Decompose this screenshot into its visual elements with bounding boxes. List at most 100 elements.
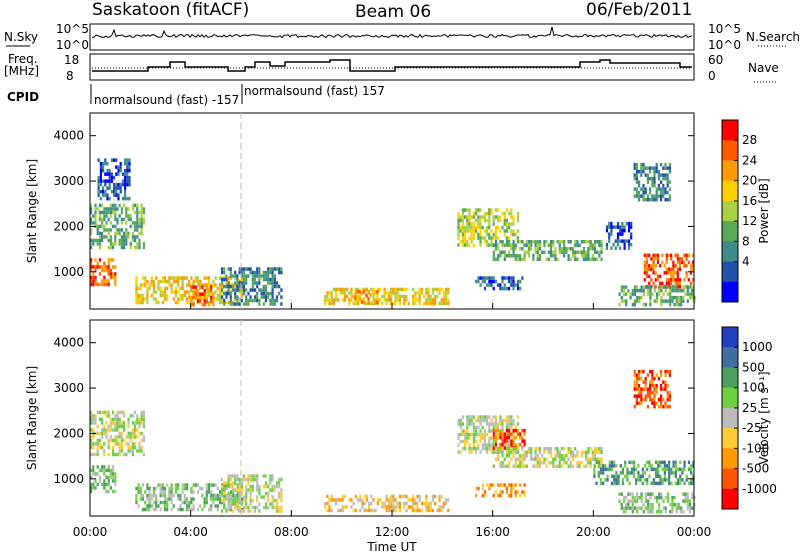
echo-cell <box>483 415 486 419</box>
echo-cell <box>536 454 539 458</box>
echo-cell <box>688 499 692 503</box>
echo-cell <box>618 492 621 496</box>
echo-cell <box>107 258 110 262</box>
echo-cell <box>486 450 489 454</box>
echo-cell <box>649 288 652 293</box>
echo-cell <box>657 183 660 188</box>
echo-cell <box>492 232 495 237</box>
echo-cell <box>631 499 634 503</box>
echo-cell <box>251 274 254 278</box>
echo-cell <box>649 495 652 500</box>
echo-cell <box>142 217 145 222</box>
echo-cell <box>127 417 130 422</box>
echo-cell <box>90 489 93 494</box>
echo-cell <box>148 504 151 508</box>
echo-cell <box>659 464 662 468</box>
echo-cell <box>653 390 656 395</box>
echo-cell <box>676 281 679 286</box>
echo-cell <box>567 457 570 461</box>
echo-cell <box>275 505 279 510</box>
echo-cell <box>232 490 235 494</box>
echo-cell <box>420 508 423 513</box>
echo-cell <box>128 182 131 187</box>
echo-cell <box>360 300 363 304</box>
echo-cell <box>655 509 659 514</box>
echo-cell <box>646 481 649 486</box>
echo-cell <box>138 442 141 446</box>
echo-cell <box>201 283 204 287</box>
echo-cell <box>370 501 373 506</box>
echo-cell <box>538 254 542 258</box>
echo-cell <box>673 285 676 289</box>
colorbar-tick-label: 20 <box>742 174 757 188</box>
echo-cell <box>183 497 186 501</box>
echo-cell <box>113 189 116 194</box>
echo-cell <box>589 243 592 247</box>
echo-cell <box>653 169 656 174</box>
echo-cell <box>668 404 671 409</box>
echo-cell <box>210 490 213 494</box>
echo-cell <box>108 175 111 180</box>
echo-cell <box>576 454 579 458</box>
echo-cell <box>188 295 191 300</box>
echo-cell <box>212 500 215 505</box>
echo-cell <box>126 182 129 187</box>
echo-cell <box>490 418 493 423</box>
echo-cell <box>667 281 671 286</box>
echo-cell <box>194 483 197 487</box>
echo-cell <box>98 242 101 246</box>
echo-cell <box>253 509 257 513</box>
echo-cell <box>326 494 329 499</box>
echo-cell <box>181 483 184 487</box>
echo-cell <box>505 240 509 244</box>
echo-cell <box>367 296 370 301</box>
y-tick-label: 3000 <box>53 381 84 395</box>
echo-cell <box>385 494 388 499</box>
echo-cell <box>640 166 643 170</box>
echo-cell <box>563 254 566 258</box>
echo-cell <box>663 471 666 475</box>
echo-cell <box>477 446 480 451</box>
echo-cell <box>103 431 106 436</box>
echo-cell <box>159 279 162 284</box>
echo-cell <box>668 169 671 174</box>
echo-cell <box>135 300 138 305</box>
echo-cell <box>492 222 495 226</box>
echo-cell <box>118 424 121 429</box>
colorbar-tick-label: -500 <box>742 462 769 476</box>
echo-cell <box>138 417 141 422</box>
echo-cell <box>148 493 151 498</box>
echo-cell <box>563 250 566 254</box>
echo-cell <box>688 506 692 510</box>
echo-cell <box>269 270 272 275</box>
echo-cell <box>554 464 557 468</box>
echo-cell <box>109 468 112 473</box>
echo-cell <box>510 415 513 419</box>
echo-cell <box>105 210 108 215</box>
echo-cell <box>201 302 204 307</box>
echo-cell <box>635 194 638 198</box>
echo-cell <box>124 158 127 162</box>
echo-cell <box>660 194 663 198</box>
echo-cell <box>271 502 274 506</box>
echo-cell <box>488 236 491 240</box>
echo-cell <box>218 276 222 280</box>
echo-cell <box>499 435 502 440</box>
echo-cell <box>508 279 511 284</box>
echo-cell <box>503 283 506 287</box>
echo-cell <box>642 162 645 167</box>
echo-cell <box>96 465 99 469</box>
echo-cell <box>123 428 126 432</box>
echo-cell <box>166 286 169 291</box>
colorbar-tick-label: -1000 <box>742 482 777 496</box>
echo-cell <box>131 231 134 236</box>
echo-cell <box>114 435 117 439</box>
echo-cell <box>98 438 101 443</box>
echo-cell <box>690 481 693 486</box>
echo-cell <box>659 281 662 286</box>
echo-cell <box>201 297 204 301</box>
echo-cell <box>363 296 366 301</box>
echo-cell <box>563 243 566 247</box>
echo-cell <box>414 508 417 513</box>
echo-cell <box>620 299 623 303</box>
